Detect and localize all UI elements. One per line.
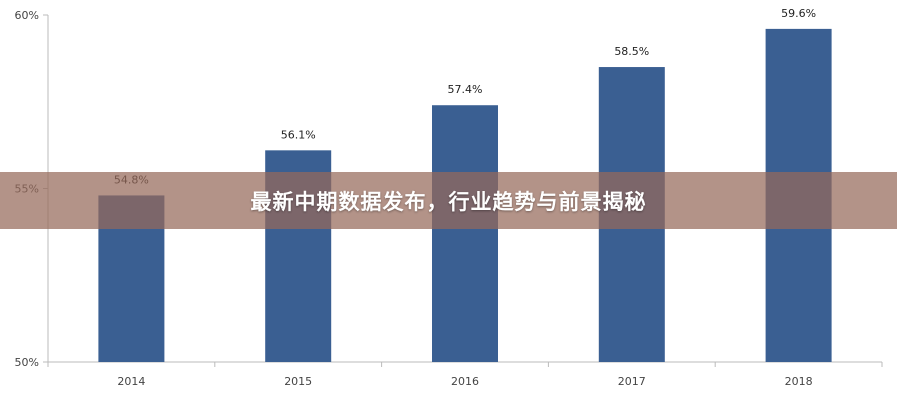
x-tick-label: 2014 [117, 375, 145, 388]
bar-value-label: 59.6% [781, 7, 816, 20]
x-tick-label: 2016 [451, 375, 479, 388]
bar-value-label: 58.5% [614, 45, 649, 58]
x-tick-label: 2015 [284, 375, 312, 388]
headline-banner: 最新中期数据发布，行业趋势与前景揭秘 [0, 172, 897, 229]
headline-text: 最新中期数据发布，行业趋势与前景揭秘 [250, 189, 647, 214]
x-tick-label: 2018 [785, 375, 813, 388]
y-tick-label: 50% [15, 356, 39, 369]
y-tick-label: 60% [15, 9, 39, 22]
bar-value-label: 56.1% [281, 128, 316, 141]
bar [432, 105, 498, 362]
bar-value-label: 57.4% [448, 83, 483, 96]
x-tick-label: 2017 [618, 375, 646, 388]
